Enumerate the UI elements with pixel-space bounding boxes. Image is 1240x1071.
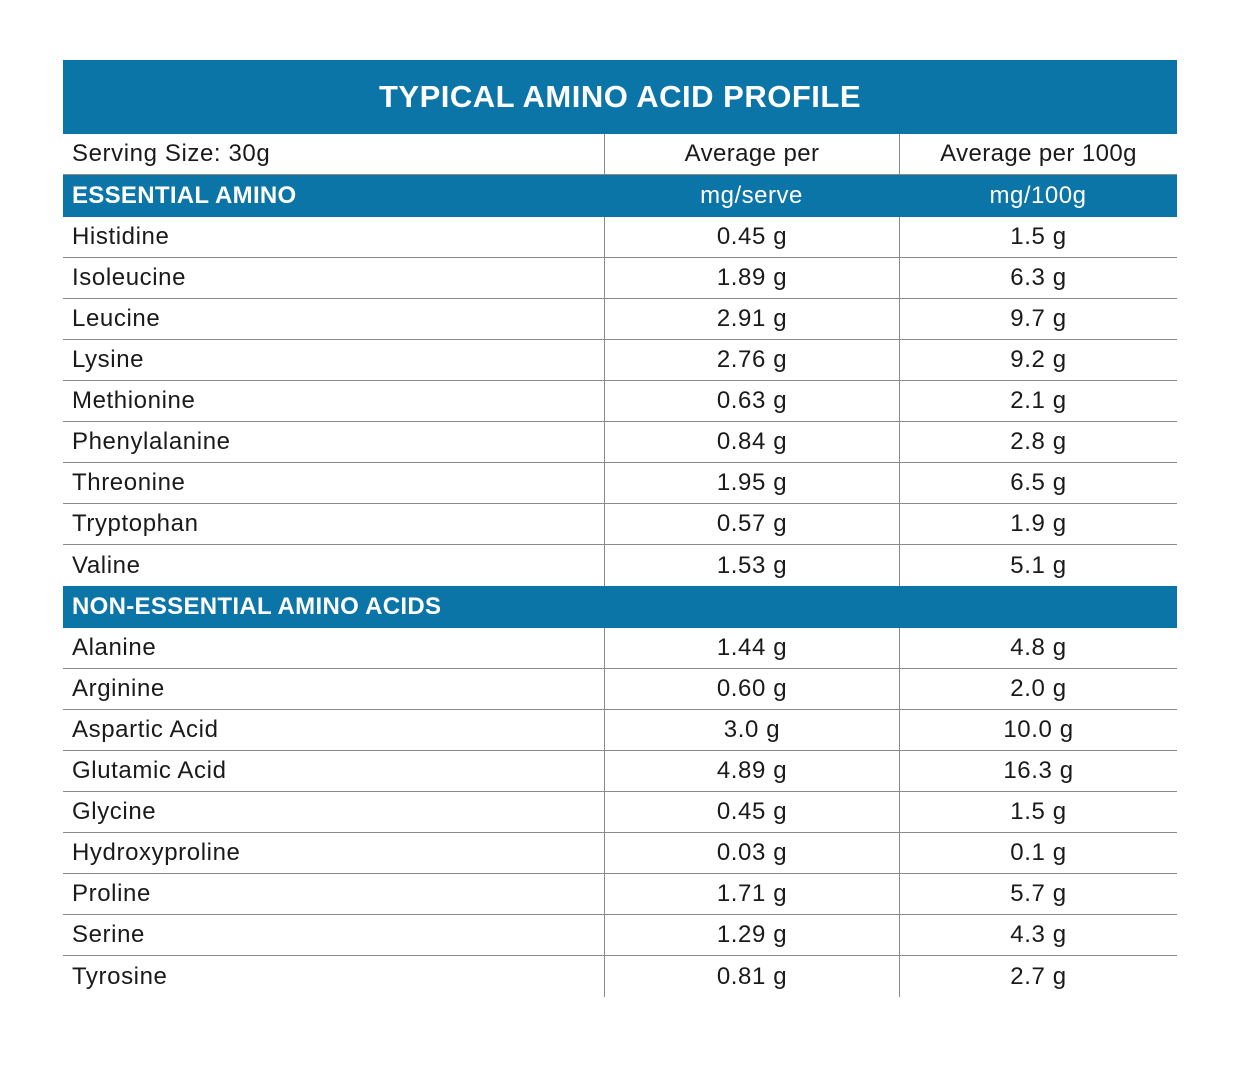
table-row: Glycine 0.45 g 1.5 g bbox=[63, 792, 1177, 833]
column-header-per-serve: Average per bbox=[604, 134, 899, 174]
essential-rows: Histidine 0.45 g 1.5 g Isoleucine 1.89 g… bbox=[63, 217, 1177, 586]
amino-name: Tryptophan bbox=[72, 510, 199, 537]
amino-name: Methionine bbox=[72, 387, 196, 414]
table-row: Hydroxyproline 0.03 g 0.1 g bbox=[63, 833, 1177, 874]
amino-per-serve: 0.60 g bbox=[604, 669, 899, 709]
amino-per-serve: 0.57 g bbox=[604, 504, 899, 544]
amino-per-100g: 2.1 g bbox=[899, 381, 1177, 421]
amino-per-100g: 5.7 g bbox=[899, 874, 1177, 914]
amino-per-100g: 1.5 g bbox=[899, 217, 1177, 257]
essential-section-header: ESSENTIAL AMINO mg/serve mg/100g bbox=[63, 175, 1177, 217]
amino-per-serve: 4.89 g bbox=[604, 751, 899, 791]
table-row: Serine 1.29 g 4.3 g bbox=[63, 915, 1177, 956]
amino-name: Isoleucine bbox=[72, 264, 187, 291]
amino-per-serve: 0.81 g bbox=[604, 956, 899, 997]
amino-per-100g: 6.5 g bbox=[899, 463, 1177, 503]
table-row: Tyrosine 0.81 g 2.7 g bbox=[63, 956, 1177, 997]
table-row: Alanine 1.44 g 4.8 g bbox=[63, 628, 1177, 669]
amino-per-100g: 4.8 g bbox=[899, 628, 1177, 668]
amino-name: Histidine bbox=[72, 223, 170, 250]
amino-per-serve: 1.44 g bbox=[604, 628, 899, 668]
table-row: Proline 1.71 g 5.7 g bbox=[63, 874, 1177, 915]
unit-per-100g: mg/100g bbox=[989, 182, 1087, 209]
amino-per-100g: 2.8 g bbox=[899, 422, 1177, 462]
amino-name: Leucine bbox=[72, 305, 161, 332]
amino-per-serve: 1.95 g bbox=[604, 463, 899, 503]
amino-name: Alanine bbox=[72, 634, 157, 661]
amino-per-serve: 2.91 g bbox=[604, 299, 899, 339]
amino-per-100g: 10.0 g bbox=[899, 710, 1177, 750]
amino-name: Glycine bbox=[72, 798, 157, 825]
table-row: Phenylalanine 0.84 g 2.8 g bbox=[63, 422, 1177, 463]
amino-per-serve: 0.63 g bbox=[604, 381, 899, 421]
amino-per-100g: 9.2 g bbox=[899, 340, 1177, 380]
amino-per-100g: 0.1 g bbox=[899, 833, 1177, 873]
essential-section-label: ESSENTIAL AMINO bbox=[72, 182, 297, 209]
serving-size-label: Serving Size: 30g bbox=[72, 140, 271, 167]
amino-name: Phenylalanine bbox=[72, 428, 231, 455]
table-row: Histidine 0.45 g 1.5 g bbox=[63, 217, 1177, 258]
table-row: Leucine 2.91 g 9.7 g bbox=[63, 299, 1177, 340]
unit-per-serve: mg/serve bbox=[700, 182, 803, 209]
amino-per-serve: 1.89 g bbox=[604, 258, 899, 298]
amino-per-100g: 5.1 g bbox=[899, 545, 1177, 586]
table-row: Methionine 0.63 g 2.1 g bbox=[63, 381, 1177, 422]
column-header-per-100g: Average per 100g bbox=[899, 134, 1177, 174]
nonessential-section-header: NON-ESSENTIAL AMINO ACIDS bbox=[63, 586, 1177, 628]
amino-name: Glutamic Acid bbox=[72, 757, 227, 784]
amino-per-serve: 1.53 g bbox=[604, 545, 899, 586]
amino-per-serve: 0.84 g bbox=[604, 422, 899, 462]
table-row: Aspartic Acid 3.0 g 10.0 g bbox=[63, 710, 1177, 751]
table-row: Lysine 2.76 g 9.2 g bbox=[63, 340, 1177, 381]
amino-per-serve: 0.45 g bbox=[604, 217, 899, 257]
table-title: TYPICAL AMINO ACID PROFILE bbox=[63, 60, 1177, 134]
table-row: Valine 1.53 g 5.1 g bbox=[63, 545, 1177, 586]
table-row: Threonine 1.95 g 6.5 g bbox=[63, 463, 1177, 504]
amino-per-serve: 3.0 g bbox=[604, 710, 899, 750]
amino-per-serve: 0.03 g bbox=[604, 833, 899, 873]
amino-per-100g: 2.7 g bbox=[899, 956, 1177, 997]
amino-per-serve: 1.29 g bbox=[604, 915, 899, 955]
amino-per-100g: 1.9 g bbox=[899, 504, 1177, 544]
amino-per-100g: 2.0 g bbox=[899, 669, 1177, 709]
nonessential-rows: Alanine 1.44 g 4.8 g Arginine 0.60 g 2.0… bbox=[63, 628, 1177, 997]
amino-per-100g: 9.7 g bbox=[899, 299, 1177, 339]
table-row: Arginine 0.60 g 2.0 g bbox=[63, 669, 1177, 710]
amino-per-serve: 0.45 g bbox=[604, 792, 899, 832]
amino-per-100g: 6.3 g bbox=[899, 258, 1177, 298]
amino-name: Arginine bbox=[72, 675, 165, 702]
amino-name: Valine bbox=[72, 551, 141, 579]
amino-per-100g: 1.5 g bbox=[899, 792, 1177, 832]
nonessential-section-label: NON-ESSENTIAL AMINO ACIDS bbox=[72, 593, 442, 620]
table-row: Tryptophan 0.57 g 1.9 g bbox=[63, 504, 1177, 545]
amino-per-serve: 2.76 g bbox=[604, 340, 899, 380]
amino-name: Aspartic Acid bbox=[72, 716, 219, 743]
table-row: Isoleucine 1.89 g 6.3 g bbox=[63, 258, 1177, 299]
amino-name: Serine bbox=[72, 921, 145, 948]
amino-name: Lysine bbox=[72, 346, 145, 373]
amino-per-100g: 16.3 g bbox=[899, 751, 1177, 791]
amino-name: Tyrosine bbox=[72, 962, 168, 990]
serving-header-row: Serving Size: 30g Average per Average pe… bbox=[63, 134, 1177, 175]
amino-name: Proline bbox=[72, 880, 151, 907]
amino-per-serve: 1.71 g bbox=[604, 874, 899, 914]
amino-name: Hydroxyproline bbox=[72, 839, 241, 866]
table-row: Glutamic Acid 4.89 g 16.3 g bbox=[63, 751, 1177, 792]
amino-per-100g: 4.3 g bbox=[899, 915, 1177, 955]
amino-acid-table: TYPICAL AMINO ACID PROFILE Serving Size:… bbox=[63, 60, 1177, 997]
amino-name: Threonine bbox=[72, 469, 186, 496]
